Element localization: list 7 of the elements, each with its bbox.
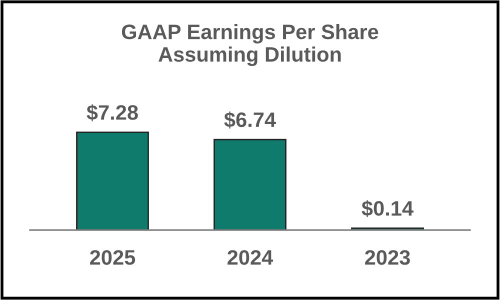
chart-title: GAAP Earnings Per Share Assuming Dilution [122,24,378,66]
x-tick-label: 2024 [228,250,274,265]
x-tick-label: 2025 [90,250,136,265]
data-label: $6.74 [224,111,276,128]
data-label: $0.14 [362,200,414,218]
x-tick-label: 2023 [365,250,410,265]
data-label: $7.28 [86,104,138,122]
